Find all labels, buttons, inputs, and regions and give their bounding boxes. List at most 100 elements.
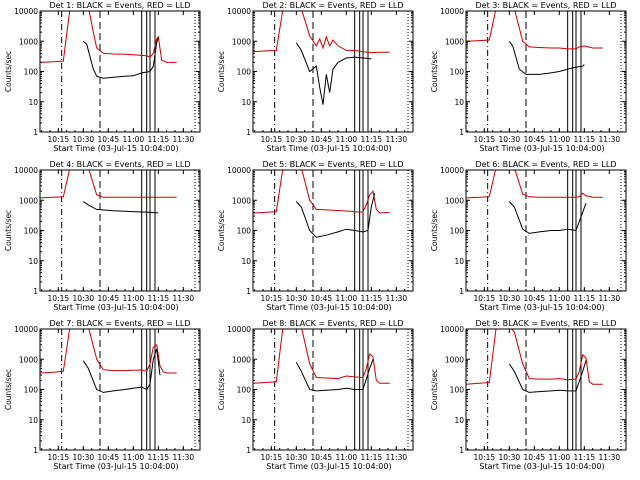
y-tick-label: 1000 xyxy=(19,37,38,46)
events-series-line xyxy=(82,348,161,393)
y-tick-label: 100 xyxy=(24,386,39,395)
x-tick-label: 10:45 xyxy=(524,453,546,462)
y-tick-label: 10 xyxy=(241,416,251,425)
x-tick-label: 10:30 xyxy=(73,135,95,144)
y-tick-label: 100 xyxy=(237,68,252,77)
detector-panel-9: Det 9: BLACK = Events, RED = LLD 1 10 100 10… xyxy=(430,319,627,471)
events-series-line xyxy=(295,359,374,392)
x-axis-label: Start Time (03-Jul-15 10:04:00) xyxy=(479,144,604,153)
y-tick-label: 100 xyxy=(237,227,252,236)
x-tick-label: 10:15 xyxy=(261,135,283,144)
x-tick-label: 11:15 xyxy=(574,294,596,303)
y-tick-label: 1000 xyxy=(445,355,464,364)
y-tick-label: 1000 xyxy=(232,196,251,205)
y-tick-label: 1000 xyxy=(445,196,464,205)
y-tick-label: 1 xyxy=(459,128,464,137)
y-tick-label: 10 xyxy=(28,257,38,266)
y-axis-label: Counts/sec xyxy=(217,210,226,251)
x-tick-label: 11:30 xyxy=(173,453,195,462)
panel-title: Det 3: BLACK = Events, RED = LLD xyxy=(476,1,617,10)
x-tick-label: 11:15 xyxy=(148,135,170,144)
events-series-line xyxy=(82,37,159,79)
y-axis-label: Counts/sec xyxy=(430,210,439,251)
x-tick-label: 10:30 xyxy=(73,453,95,462)
x-tick-label: 10:45 xyxy=(524,135,546,144)
y-tick-label: 10000 xyxy=(14,166,38,175)
x-tick-label: 11:30 xyxy=(386,135,408,144)
x-tick-label: 11:30 xyxy=(173,294,195,303)
x-tick-label: 11:00 xyxy=(336,135,358,144)
x-tick-label: 10:30 xyxy=(499,135,521,144)
y-tick-label: 1 xyxy=(246,128,251,137)
y-tick-label: 10 xyxy=(28,416,38,425)
y-tick-label: 1 xyxy=(459,287,464,296)
x-axis-label: Start Time (03-Jul-15 10:04:00) xyxy=(479,462,604,471)
y-tick-label: 1 xyxy=(33,287,38,296)
x-tick-label: 10:45 xyxy=(311,135,333,144)
x-tick-label: 11:30 xyxy=(599,135,621,144)
events-series-line xyxy=(83,201,159,214)
y-tick-label: 10000 xyxy=(227,166,251,175)
detector-panel-7: Det 7: BLACK = Events, RED = LLD 1 10 100 10… xyxy=(4,319,201,471)
y-axis-label: Counts/sec xyxy=(4,369,13,410)
detector-panel-8: Det 8: BLACK = Events, RED = LLD 1 10 100 10… xyxy=(217,319,414,471)
y-tick-label: 10000 xyxy=(14,325,38,334)
panel-title: Det 2: BLACK = Events, RED = LLD xyxy=(263,1,404,10)
detector-panel-6: Det 6: BLACK = Events, RED = LLD 1 10 100 10… xyxy=(430,160,627,312)
y-tick-label: 10 xyxy=(454,257,464,266)
y-tick-label: 1000 xyxy=(232,37,251,46)
x-tick-label: 10:15 xyxy=(474,135,496,144)
x-tick-label: 10:15 xyxy=(48,453,70,462)
y-tick-label: 1000 xyxy=(445,37,464,46)
x-tick-label: 11:15 xyxy=(148,294,170,303)
x-tick-label: 11:00 xyxy=(336,453,358,462)
x-tick-label: 11:00 xyxy=(336,294,358,303)
lld-series-line xyxy=(40,329,177,374)
detector-panel-5: Det 5: BLACK = Events, RED = LLD 1 10 100 10… xyxy=(217,160,414,312)
lld-series-line xyxy=(466,11,603,50)
y-tick-label: 100 xyxy=(237,386,252,395)
panel-title: Det 8: BLACK = Events, RED = LLD xyxy=(263,319,404,328)
x-tick-label: 11:30 xyxy=(173,135,195,144)
x-tick-label: 10:30 xyxy=(286,453,308,462)
y-axis-label: Counts/sec xyxy=(4,51,13,92)
panel-title: Det 7: BLACK = Events, RED = LLD xyxy=(50,319,191,328)
x-tick-label: 11:15 xyxy=(574,135,596,144)
x-tick-label: 10:15 xyxy=(48,294,70,303)
y-tick-label: 1000 xyxy=(19,196,38,205)
detector-panel-3: Det 3: BLACK = Events, RED = LLD 1 10 100 10… xyxy=(430,1,627,153)
y-tick-label: 10000 xyxy=(440,166,464,175)
x-tick-label: 11:00 xyxy=(123,294,145,303)
detector-panel-4: Det 4: BLACK = Events, RED = LLD 1 10 100 10… xyxy=(4,160,201,312)
x-tick-label: 10:30 xyxy=(286,294,308,303)
x-tick-label: 10:15 xyxy=(474,294,496,303)
x-tick-label: 10:30 xyxy=(499,294,521,303)
x-axis-label: Start Time (03-Jul-15 10:04:00) xyxy=(479,303,604,312)
events-series-line xyxy=(295,193,376,238)
y-axis-label: Counts/sec xyxy=(430,369,439,410)
x-tick-label: 11:15 xyxy=(361,294,383,303)
x-tick-label: 11:30 xyxy=(599,453,621,462)
x-tick-label: 10:45 xyxy=(524,294,546,303)
x-axis-label: Start Time (03-Jul-15 10:04:00) xyxy=(266,303,391,312)
lld-series-line xyxy=(466,170,603,199)
y-axis-label: Counts/sec xyxy=(4,210,13,251)
x-tick-label: 10:15 xyxy=(261,453,283,462)
panel-title: Det 6: BLACK = Events, RED = LLD xyxy=(476,160,617,169)
y-tick-label: 10 xyxy=(241,98,251,107)
x-tick-label: 10:30 xyxy=(499,453,521,462)
y-tick-label: 100 xyxy=(450,227,465,236)
detector-panel-2: Det 2: BLACK = Events, RED = LLD 1 10 100 10… xyxy=(217,1,414,153)
events-series-line xyxy=(508,201,587,234)
y-tick-label: 1 xyxy=(459,446,464,455)
y-tick-label: 10 xyxy=(241,257,251,266)
y-tick-label: 1000 xyxy=(232,355,251,364)
panel-title: Det 1: BLACK = Events, RED = LLD xyxy=(50,1,191,10)
x-tick-label: 11:30 xyxy=(386,294,408,303)
y-tick-label: 10 xyxy=(454,98,464,107)
y-axis-label: Counts/sec xyxy=(430,51,439,92)
panel-title: Det 4: BLACK = Events, RED = LLD xyxy=(50,160,191,169)
events-series-line xyxy=(508,41,585,75)
x-axis-label: Start Time (03-Jul-15 10:04:00) xyxy=(266,462,391,471)
